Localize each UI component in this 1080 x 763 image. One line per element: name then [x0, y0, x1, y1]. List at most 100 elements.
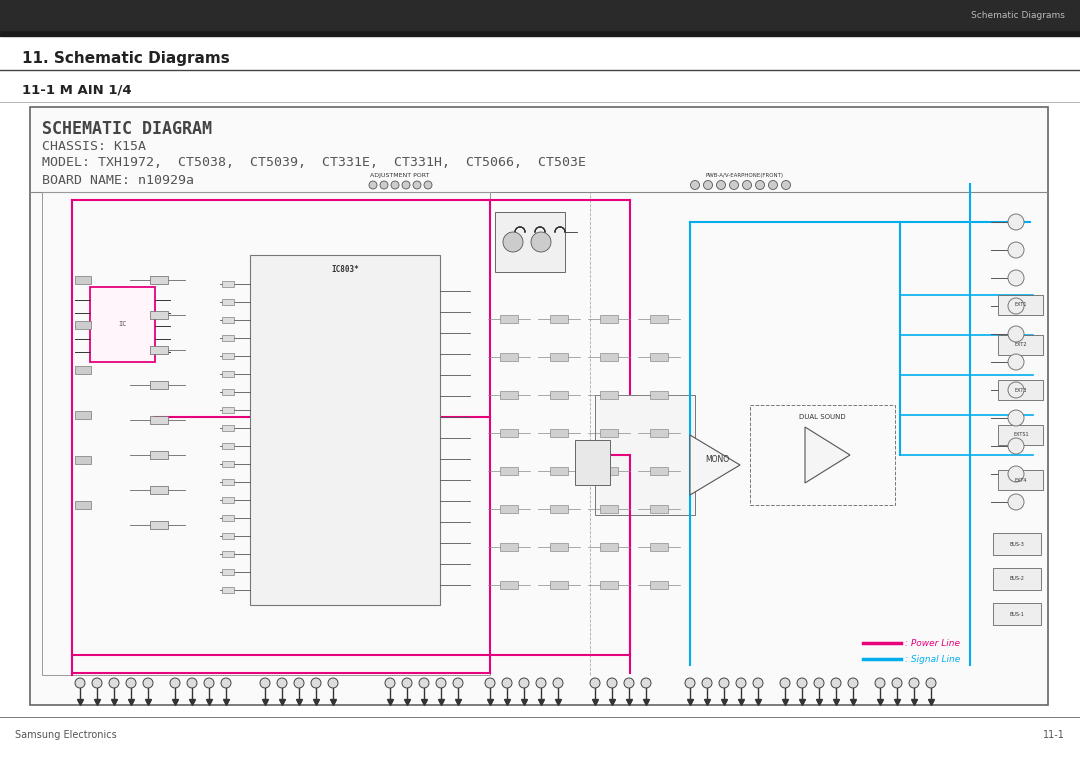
- Bar: [150, 451, 168, 459]
- Bar: [222, 335, 234, 341]
- Circle shape: [260, 678, 270, 688]
- Circle shape: [1008, 326, 1024, 342]
- Bar: [550, 581, 568, 589]
- Bar: [222, 479, 234, 485]
- Circle shape: [143, 678, 153, 688]
- Bar: [222, 533, 234, 539]
- Circle shape: [276, 678, 287, 688]
- Text: DUAL SOUND: DUAL SOUND: [799, 414, 846, 420]
- Circle shape: [126, 678, 136, 688]
- Bar: [222, 371, 234, 377]
- Circle shape: [1008, 438, 1024, 454]
- Circle shape: [419, 678, 429, 688]
- Bar: [600, 467, 618, 475]
- Bar: [222, 461, 234, 467]
- Text: 11-1 M AIN 1/4: 11-1 M AIN 1/4: [22, 83, 132, 96]
- Circle shape: [743, 181, 752, 189]
- Circle shape: [402, 181, 410, 189]
- Circle shape: [1008, 410, 1024, 426]
- Bar: [222, 587, 234, 593]
- Text: PWB-A/V-EARPHONE(FRONT): PWB-A/V-EARPHONE(FRONT): [706, 172, 784, 178]
- Bar: [222, 389, 234, 395]
- Circle shape: [729, 181, 739, 189]
- Circle shape: [109, 678, 119, 688]
- Text: BOARD NAME: n10929a: BOARD NAME: n10929a: [42, 173, 194, 186]
- Bar: [650, 581, 669, 589]
- Circle shape: [413, 181, 421, 189]
- Bar: [650, 353, 669, 361]
- Bar: [42, 192, 490, 675]
- Circle shape: [519, 678, 529, 688]
- Circle shape: [756, 181, 765, 189]
- Bar: [222, 569, 234, 575]
- Bar: [222, 497, 234, 503]
- Circle shape: [391, 181, 399, 189]
- Circle shape: [690, 181, 700, 189]
- Circle shape: [703, 181, 713, 189]
- Circle shape: [453, 678, 463, 688]
- Bar: [998, 295, 1043, 315]
- Circle shape: [782, 181, 791, 189]
- Text: CHASSIS: K15A: CHASSIS: K15A: [42, 140, 146, 153]
- Circle shape: [909, 678, 919, 688]
- Bar: [650, 429, 669, 437]
- Circle shape: [553, 678, 563, 688]
- Bar: [75, 321, 91, 329]
- Bar: [550, 543, 568, 551]
- Bar: [75, 276, 91, 284]
- Bar: [222, 443, 234, 449]
- Text: EXT4: EXT4: [1015, 478, 1027, 482]
- Text: 11-1: 11-1: [1043, 730, 1065, 740]
- Bar: [600, 543, 618, 551]
- Bar: [600, 505, 618, 513]
- Circle shape: [735, 678, 746, 688]
- Bar: [993, 568, 1041, 590]
- Bar: [600, 391, 618, 399]
- Circle shape: [380, 181, 388, 189]
- Bar: [595, 395, 696, 515]
- Bar: [500, 505, 518, 513]
- Circle shape: [384, 678, 395, 688]
- Bar: [550, 467, 568, 475]
- Circle shape: [685, 678, 696, 688]
- Bar: [550, 505, 568, 513]
- Bar: [75, 366, 91, 374]
- Bar: [75, 456, 91, 464]
- Text: Schematic Diagrams: Schematic Diagrams: [971, 11, 1065, 20]
- Text: EXTS1: EXTS1: [1013, 433, 1029, 437]
- Bar: [600, 429, 618, 437]
- Circle shape: [1008, 298, 1024, 314]
- Bar: [998, 335, 1043, 355]
- Circle shape: [926, 678, 936, 688]
- Circle shape: [294, 678, 303, 688]
- Text: EXT3: EXT3: [1015, 388, 1027, 392]
- Circle shape: [1008, 354, 1024, 370]
- Circle shape: [892, 678, 902, 688]
- Bar: [500, 353, 518, 361]
- Bar: [150, 346, 168, 354]
- Text: SCHEMATIC DIAGRAM: SCHEMATIC DIAGRAM: [42, 120, 212, 138]
- Polygon shape: [690, 435, 740, 495]
- Bar: [550, 391, 568, 399]
- Text: EXT1: EXT1: [1015, 302, 1027, 307]
- Text: BUS-2: BUS-2: [1010, 577, 1025, 581]
- Bar: [575, 440, 610, 485]
- Bar: [500, 581, 518, 589]
- Polygon shape: [805, 427, 850, 483]
- Circle shape: [831, 678, 841, 688]
- Bar: [600, 581, 618, 589]
- Bar: [998, 470, 1043, 490]
- Circle shape: [607, 678, 617, 688]
- Text: IC: IC: [118, 321, 126, 327]
- Bar: [650, 391, 669, 399]
- Circle shape: [311, 678, 321, 688]
- Bar: [150, 521, 168, 529]
- Circle shape: [187, 678, 197, 688]
- Bar: [150, 381, 168, 389]
- Bar: [75, 501, 91, 509]
- Circle shape: [328, 678, 338, 688]
- Bar: [150, 416, 168, 424]
- Bar: [0, 30, 1080, 36]
- Circle shape: [92, 678, 102, 688]
- Bar: [222, 551, 234, 557]
